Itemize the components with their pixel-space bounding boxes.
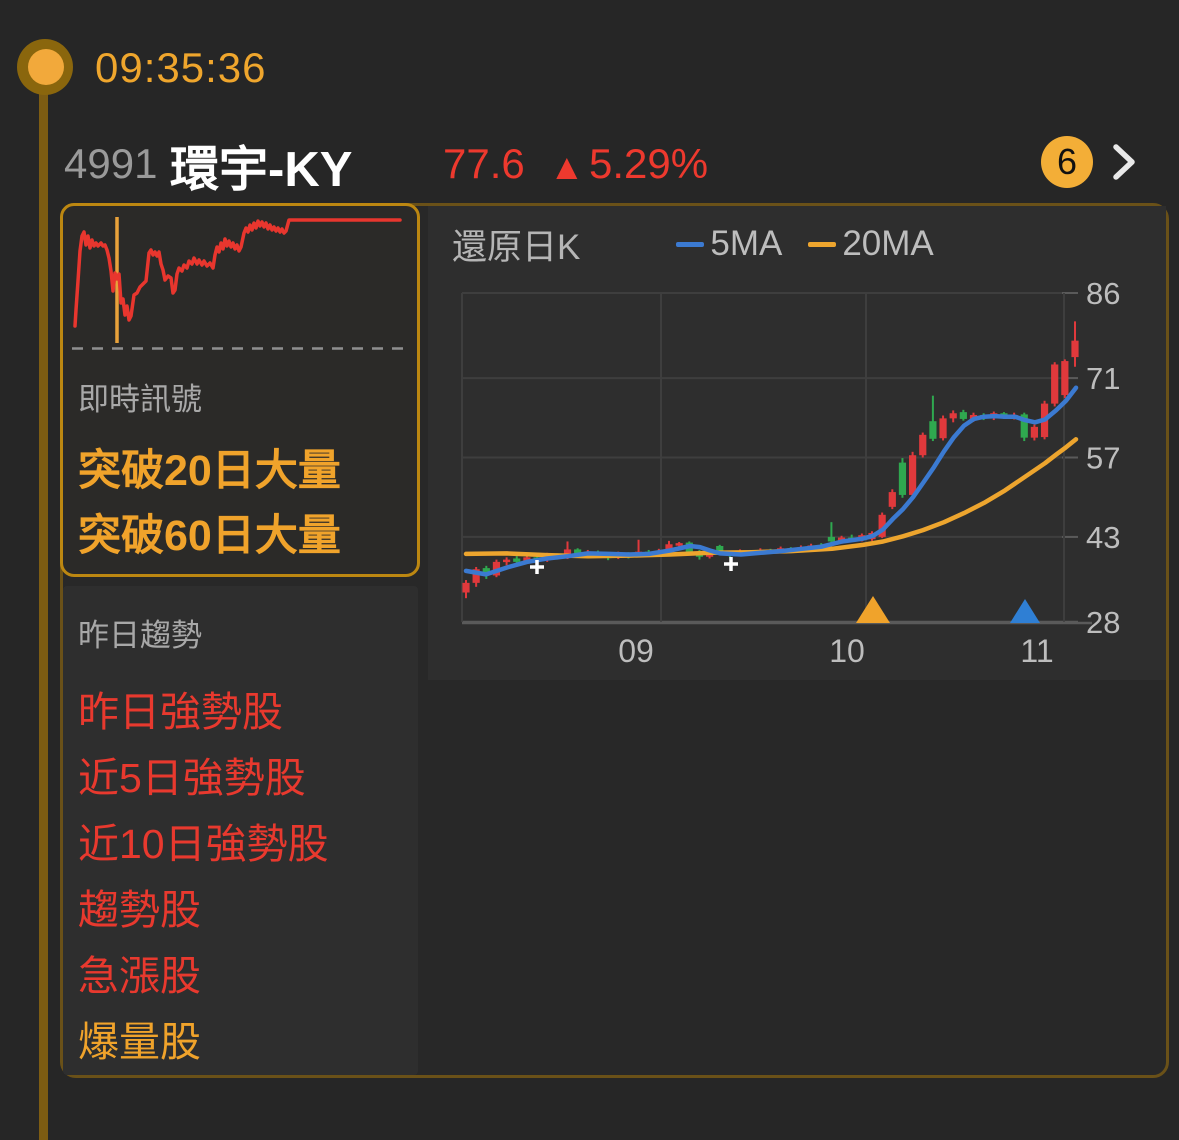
y-tick-label: 43: [1086, 520, 1120, 555]
candle-body: [513, 558, 521, 562]
trend-item-yesterday-strong[interactable]: 昨日強勢股: [78, 689, 283, 735]
trend-item-volume-burst[interactable]: 爆量股: [78, 1019, 201, 1065]
orange-up-triangle: [856, 596, 890, 623]
event-timestamp: 09:35:36: [95, 44, 267, 91]
candle-body: [1020, 414, 1028, 438]
timeline-stem: [39, 88, 48, 1140]
x-tick-label: 09: [618, 633, 654, 669]
candle-body: [716, 545, 724, 553]
candle-body: [675, 543, 683, 546]
y-tick-label: 57: [1086, 441, 1120, 476]
x-tick-label: 11: [1020, 633, 1053, 669]
stock-code: 4991: [64, 140, 158, 187]
ma20-label: 20MA: [842, 224, 934, 263]
candle-body: [503, 559, 511, 563]
candle-body: [574, 549, 582, 555]
ma5-label: 5MA: [710, 224, 783, 263]
ma5-line: [463, 385, 1079, 577]
candle-body: [472, 569, 480, 583]
chevron-right-icon[interactable]: [1110, 142, 1138, 182]
candle-body: [482, 568, 490, 576]
y-tick-label: 71: [1086, 361, 1120, 396]
candle-body: [1051, 364, 1059, 404]
y-tick-label: 86: [1086, 276, 1120, 311]
blue-up-triangle: [1010, 599, 1040, 623]
candle-body: [523, 557, 531, 562]
realtime-signal-panel[interactable]: [60, 203, 420, 577]
notification-badge[interactable]: 6: [1041, 136, 1093, 188]
candle-body: [1061, 361, 1069, 396]
trend-panel-header: 昨日趨勢: [78, 618, 202, 653]
candle-body: [706, 553, 714, 557]
x-tick-label: 10: [829, 633, 865, 669]
legend-item-ma20: 20MA: [808, 224, 934, 264]
trend-item-10day-strong[interactable]: 近10日強勢股: [78, 821, 329, 867]
ma5-line-swatch-icon: [676, 241, 705, 247]
yesterday-trend-panel: [63, 586, 418, 1075]
signal-breakout-20d: 突破20日大量: [78, 447, 341, 495]
legend-item-ma5: 5MA: [676, 224, 782, 264]
chart-title: 還原日K: [452, 227, 581, 267]
daily-chart-panel[interactable]: [428, 206, 1166, 680]
stock-name: 環宇-KY: [170, 143, 353, 197]
stock-price: 77.6: [443, 140, 525, 187]
candle-body: [665, 544, 673, 551]
signal-breakout-60d: 突破60日大量: [78, 512, 341, 560]
candle-body: [909, 455, 917, 495]
candle-body: [1071, 340, 1079, 358]
candle-body: [878, 514, 886, 537]
timeline-dot-inner: [28, 49, 64, 85]
candle-body: [929, 421, 937, 439]
candle-body: [1030, 426, 1038, 438]
trend-item-5day-strong[interactable]: 近5日強勢股: [78, 755, 306, 801]
ma20-line-swatch-icon: [808, 241, 837, 247]
intraday-mini-chart: [72, 217, 404, 350]
candle-body: [827, 536, 835, 542]
candle-body: [949, 413, 957, 419]
stock-change-percent: 5.29%: [589, 140, 709, 187]
candle-body: [898, 462, 907, 495]
intraday-price-line: [73, 218, 402, 328]
trend-item-trending[interactable]: 趨勢股: [78, 887, 201, 933]
signal-panel-header: 即時訊號: [78, 382, 202, 417]
chart-legend: 還原日K 5MA 20MA: [452, 222, 960, 267]
candle-body: [959, 412, 967, 419]
candle-body: [462, 582, 470, 593]
up-triangle-icon: ▲: [549, 146, 585, 187]
candle-body: [939, 418, 947, 439]
candle-body: [888, 492, 896, 507]
candle-body: [919, 434, 927, 456]
trend-item-surging[interactable]: 急漲股: [78, 953, 201, 999]
